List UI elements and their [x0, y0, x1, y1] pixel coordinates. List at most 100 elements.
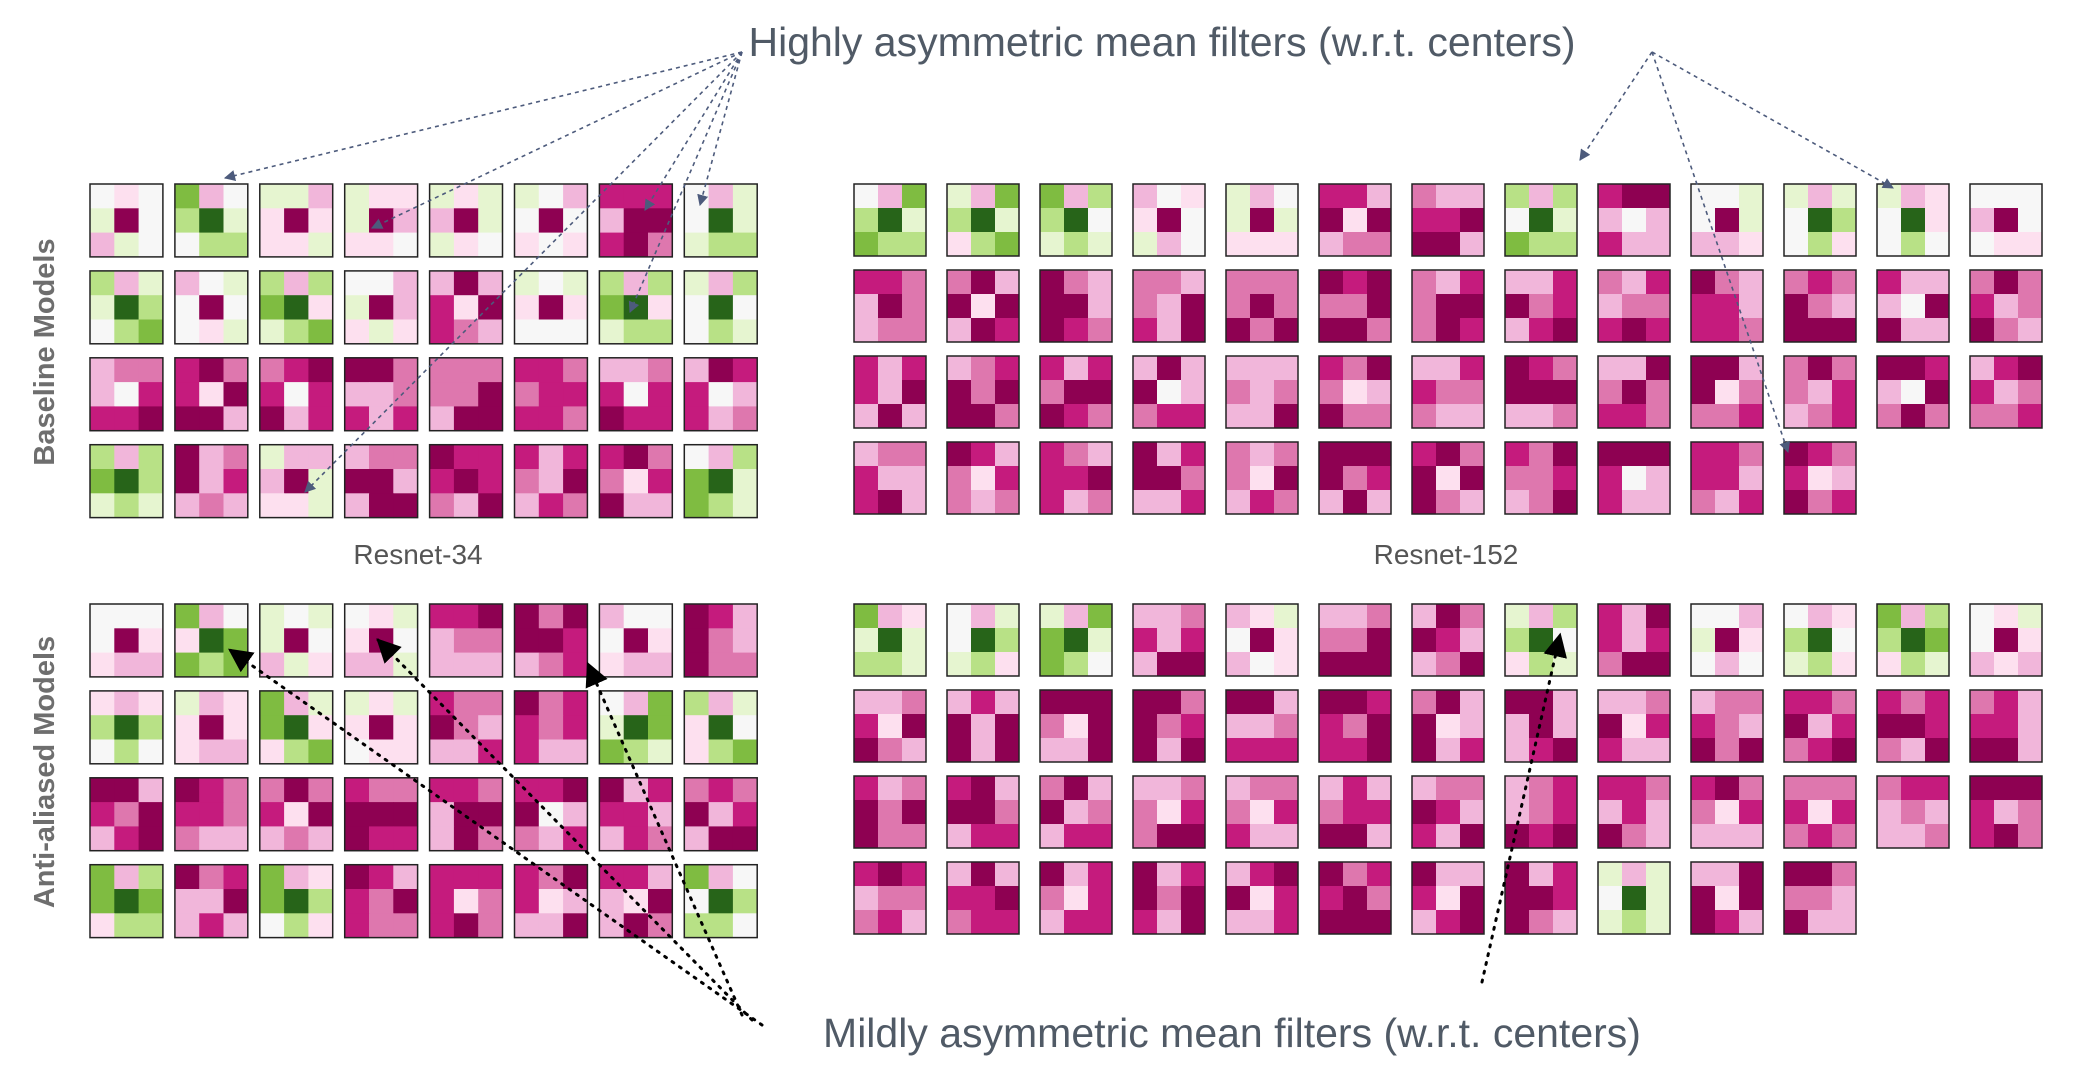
filter-cell [1367, 886, 1392, 911]
filter-thumbnail [946, 603, 1020, 677]
filter-cell [995, 652, 1020, 677]
filter-cell [223, 357, 249, 383]
filter-cell [1460, 714, 1485, 739]
filter-cell [284, 864, 309, 890]
filter-cell [199, 208, 224, 234]
filter-border [853, 861, 927, 935]
filter-cell [259, 604, 285, 629]
filter-cell [995, 380, 1020, 405]
filter-cell [732, 739, 758, 765]
filter-cell [878, 886, 903, 911]
filter-cell [223, 802, 249, 827]
filter-border [1876, 355, 1950, 429]
filter-cell [1064, 490, 1089, 515]
filter-cell [429, 864, 455, 890]
filter-cell [1739, 318, 1764, 343]
filter-cell [1622, 714, 1647, 739]
filter-cell [1784, 652, 1809, 677]
filter-thumbnail [598, 690, 674, 765]
filter-cell [732, 802, 758, 827]
filter-cell [1901, 356, 1926, 381]
filter-cell [1250, 910, 1275, 935]
filter-cell [1739, 604, 1764, 629]
filter-cell [308, 444, 334, 470]
filter-cell [1133, 380, 1158, 405]
filter-cell [114, 913, 140, 939]
filter-cell [1505, 628, 1530, 653]
filter-thumbnail [174, 863, 249, 939]
filter-border [259, 777, 334, 852]
filter-thumbnail [513, 603, 589, 678]
filter-cell [623, 802, 649, 827]
filter-cell [114, 739, 140, 765]
filter-border [1039, 269, 1113, 343]
filter-cell [114, 184, 140, 209]
filter-cell [223, 469, 249, 494]
filter-cell [1691, 652, 1716, 677]
filter-border [1318, 441, 1392, 515]
filter-cell [114, 652, 140, 678]
filter-cell [393, 382, 419, 407]
filter-cell [1367, 628, 1392, 653]
filter-cell [971, 824, 996, 849]
filter-thumbnail [428, 863, 504, 939]
filter-cell [1412, 628, 1437, 653]
filter-cell [878, 628, 903, 653]
filter-cell [648, 864, 673, 890]
filter-cell [1970, 776, 1995, 801]
filter-cell [1691, 886, 1716, 911]
filter-cell [1877, 628, 1902, 653]
filter-cell [138, 628, 164, 654]
filter-cell [259, 913, 285, 939]
filter-border [946, 269, 1020, 343]
filter-border [428, 270, 504, 345]
filter-cell [393, 652, 419, 678]
filter-thumbnail [343, 777, 419, 852]
filter-cell [1553, 232, 1578, 257]
filter-border [598, 183, 674, 258]
filter-cell [1460, 824, 1485, 849]
filter-cell [1181, 886, 1206, 911]
filter-border [1690, 183, 1764, 257]
filter-cell [1808, 886, 1833, 911]
filter-border [1597, 775, 1671, 849]
filter-cell [393, 604, 419, 629]
filter-cell [1808, 628, 1833, 653]
filter-border [1783, 861, 1857, 935]
filter-cell [648, 382, 673, 407]
filter-border [1597, 269, 1671, 343]
filter-cell [453, 604, 479, 629]
filter-cell [1460, 652, 1485, 677]
filter-cell [429, 232, 455, 258]
filter-cell [453, 628, 479, 654]
filter-grid-baseline-resnet34 [89, 183, 758, 519]
filter-cell [369, 777, 394, 803]
filter-cell [1064, 714, 1089, 739]
filter-cell [1832, 776, 1857, 801]
filter-cell [1064, 208, 1089, 233]
filter-border [513, 357, 589, 432]
filter-cell [854, 442, 879, 467]
filter-cell [1040, 184, 1065, 209]
filter-border [343, 270, 419, 345]
filter-cell [1901, 800, 1926, 825]
filter-cell [1274, 490, 1299, 515]
filter-thumbnail [853, 183, 927, 257]
filter-cell [1133, 208, 1158, 233]
filter-cell [1460, 738, 1485, 763]
filter-border [1225, 689, 1299, 763]
filter-cell [344, 690, 370, 716]
filter-thumbnail [1969, 183, 2043, 257]
filter-cell [1691, 356, 1716, 381]
filter-cell [878, 318, 903, 343]
filter-cell [1808, 208, 1833, 233]
filter-cell [708, 739, 734, 765]
filter-cell [1460, 356, 1485, 381]
filter-border [683, 863, 758, 939]
filter-cell [1715, 442, 1740, 467]
filter-cell [538, 444, 564, 470]
filter-cell [1529, 270, 1554, 295]
filter-cell [1436, 910, 1461, 935]
filter-cell [947, 294, 972, 319]
filter-cell [1064, 800, 1089, 825]
